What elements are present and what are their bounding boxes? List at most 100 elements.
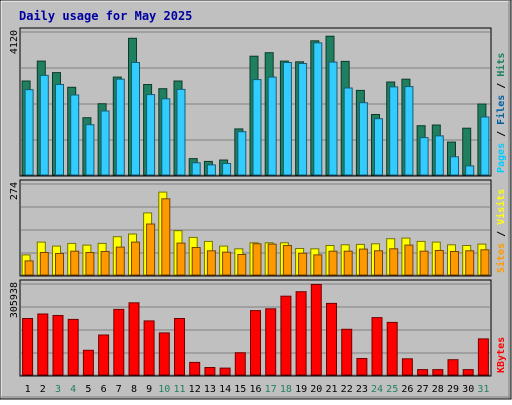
x-tick-label-day-15: 15 [234, 384, 246, 395]
bar-kbytes-day-14 [219, 367, 231, 376]
bar-pages-day-10 [161, 98, 171, 176]
bar-kbytes-day-13 [204, 367, 216, 376]
bar-kbytes-day-21 [326, 302, 337, 376]
axis-label-part: Hits [495, 53, 507, 77]
bar-pages-day-8 [131, 62, 140, 176]
bar-pages-day-1 [24, 89, 34, 176]
x-tick-label-day-7: 7 [116, 384, 122, 395]
x-tick-label-day-25: 25 [386, 384, 398, 395]
panel-hits: 4120 Pages / Files / Hits [9, 27, 507, 177]
axis-label-part: Pages [496, 143, 507, 173]
x-tick-label-day-8: 8 [131, 384, 137, 395]
bar-kbytes-day-16 [250, 310, 261, 376]
bar-pages-day-29 [450, 156, 459, 176]
bar-pages-day-26 [404, 86, 414, 176]
bar-kbytes-day-20 [310, 284, 322, 376]
bar-pages-day-25 [389, 86, 399, 176]
bar-pages-day-27 [419, 137, 429, 176]
x-tick-label-day-26: 26 [401, 384, 413, 395]
bar-pages-day-19 [298, 63, 308, 176]
axis-label-part: Files [495, 95, 507, 125]
bar-pages-day-3 [55, 84, 64, 176]
x-tick-label-day-29: 29 [447, 384, 459, 395]
bar-sites-day-5 [85, 252, 95, 276]
x-tick-label-day-24: 24 [371, 384, 383, 395]
panel-kbytes-axis-label: KBytes [496, 337, 507, 373]
x-tick-label-day-20: 20 [310, 384, 322, 395]
bar-kbytes-day-8 [128, 302, 140, 376]
axis-label-part: / [496, 225, 507, 243]
x-tick-label-day-30: 30 [462, 384, 474, 395]
bar-kbytes-day-10 [158, 332, 170, 376]
x-tick-label-day-14: 14 [219, 384, 231, 395]
bar-pages-day-21 [328, 61, 338, 176]
bar-sites-day-12 [191, 247, 201, 276]
bar-pages-day-6 [100, 110, 110, 176]
bar-sites-day-29 [450, 251, 459, 276]
x-tick-label-day-19: 19 [295, 384, 307, 395]
bar-sites-day-25 [389, 248, 399, 276]
bar-kbytes-day-5 [82, 349, 94, 376]
x-tick-label-day-31: 31 [477, 384, 489, 395]
x-tick-label-day-21: 21 [325, 384, 337, 395]
bar-kbytes-day-4 [67, 318, 79, 376]
x-tick-label-day-18: 18 [280, 384, 292, 395]
bar-sites-day-6 [100, 251, 110, 276]
axis-label-part: KBytes [496, 337, 507, 373]
panel-kbytes: 305938 KBytes [9, 279, 507, 377]
bar-sites-day-31 [480, 249, 490, 276]
bar-sites-day-16 [252, 243, 262, 276]
bar-kbytes-day-15 [234, 352, 246, 376]
bar-kbytes-day-22 [341, 328, 353, 376]
panel-hits-axis-label: Pages / Files / Hits [495, 53, 507, 173]
bar-kbytes-day-24 [371, 317, 383, 376]
x-tick-label-day-23: 23 [356, 384, 368, 395]
bar-pages-day-20 [313, 42, 323, 176]
bar-pages-day-7 [115, 78, 125, 176]
bar-kbytes-day-26 [401, 358, 413, 376]
x-tick-label-day-2: 2 [40, 384, 46, 395]
bar-pages-day-18 [282, 62, 292, 176]
axis-label-part: Visits [495, 189, 507, 225]
panel-hits-ymax-label: 4120 [9, 30, 20, 54]
bar-pages-day-9 [146, 94, 156, 176]
bar-sites-day-7 [115, 246, 125, 276]
x-tick-label-day-28: 28 [432, 384, 444, 395]
bar-sites-day-19 [298, 252, 308, 276]
bar-pages-day-12 [191, 162, 201, 176]
x-tick-label-day-16: 16 [249, 384, 261, 395]
x-tick-label-day-22: 22 [341, 384, 353, 395]
x-tick-label-day-10: 10 [158, 384, 170, 395]
x-tick-label-day-13: 13 [204, 384, 216, 395]
bar-pages-day-13 [206, 164, 216, 176]
bar-sites-day-15 [237, 254, 247, 276]
bar-sites-day-2 [39, 252, 49, 276]
x-tick-label-day-17: 17 [265, 384, 277, 395]
x-tick-label-day-27: 27 [417, 384, 429, 395]
bar-pages-day-11 [176, 88, 186, 176]
x-tick-label-day-4: 4 [70, 384, 76, 395]
bar-sites-day-23 [358, 248, 368, 276]
axis-label-part: / [496, 125, 507, 143]
bar-sites-day-3 [55, 253, 64, 276]
bar-pages-day-15 [237, 131, 247, 176]
bar-sites-day-27 [419, 250, 429, 276]
bar-kbytes-day-11 [174, 318, 185, 376]
bar-pages-day-23 [358, 102, 368, 176]
bar-pages-day-31 [480, 116, 490, 176]
bar-kbytes-day-12 [189, 361, 201, 376]
bar-sites-day-22 [343, 250, 353, 276]
bar-sites-day-30 [465, 250, 475, 276]
bar-kbytes-day-29 [447, 359, 459, 376]
x-tick-label-day-11: 11 [173, 384, 185, 395]
bar-kbytes-day-7 [113, 308, 125, 376]
bar-sites-day-20 [313, 254, 323, 276]
chart-panels: 4120 Pages / Files / Hits 274 Sites / Visit… [9, 27, 507, 377]
bar-pages-day-22 [343, 87, 353, 176]
bar-pages-day-17 [267, 76, 277, 176]
bar-kbytes-day-23 [356, 358, 368, 376]
bar-sites-day-28 [434, 250, 444, 276]
x-axis-labels: 1 2 3 4 5 6 7 8 9 10 11 12 13 14 15 16 17 18 19 20 21 22 23 24 2… [25, 384, 490, 395]
bar-kbytes-day-25 [386, 321, 398, 376]
bar-pages-day-4 [70, 94, 80, 176]
